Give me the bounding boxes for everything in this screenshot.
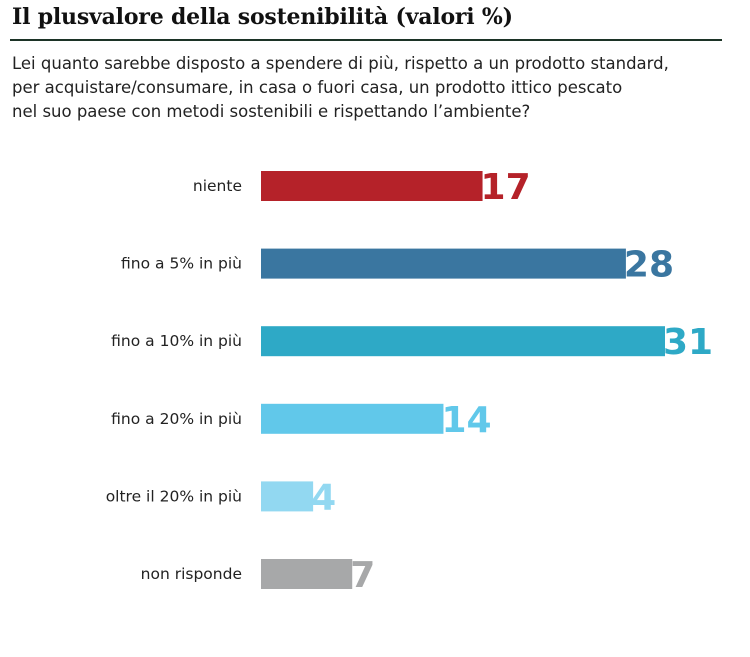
value-label-fino-a-10-in-pi: 31 xyxy=(663,322,713,363)
title-rule xyxy=(10,39,722,41)
bar-niente xyxy=(261,171,483,201)
bar-fino-a-5-in-pi xyxy=(261,248,626,279)
value-label-fino-a-5-in-pi: 28 xyxy=(624,245,674,286)
category-label-non-risponde: non risponde xyxy=(141,565,242,583)
value-label-oltre-il-20-in-pi: 4 xyxy=(311,477,336,518)
category-label-niente: niente xyxy=(193,177,242,195)
subtitle-line-3: nel suo paese con metodi sostenibili e r… xyxy=(12,102,531,121)
bar-fino-a-10-in-pi xyxy=(261,326,665,357)
subtitle-line-2: per acquistare/consumare, in casa o fuor… xyxy=(12,78,623,97)
value-label-non-risponde: 7 xyxy=(350,555,375,596)
bar-fino-a-20-in-pi xyxy=(261,403,444,434)
bar-non-risponde xyxy=(261,559,353,589)
chart-subtitle: Lei quanto sarebbe disposto a spendere d… xyxy=(12,52,712,124)
category-label-oltre-il-20-in-pi: oltre il 20% in più xyxy=(106,487,242,505)
value-label-fino-a-20-in-pi: 14 xyxy=(441,400,491,441)
category-label-fino-a-5-in-pi: fino a 5% in più xyxy=(121,255,242,273)
subtitle-line-1: Lei quanto sarebbe disposto a spendere d… xyxy=(12,54,669,73)
category-label-fino-a-20-in-pi: fino a 20% in più xyxy=(111,410,242,428)
chart-title: Il plusvalore della sostenibilità (valor… xyxy=(12,4,513,30)
bar-oltre-il-20-in-pi xyxy=(261,481,314,512)
category-label-fino-a-10-in-pi: fino a 10% in più xyxy=(111,332,242,350)
value-label-niente: 17 xyxy=(481,167,531,208)
